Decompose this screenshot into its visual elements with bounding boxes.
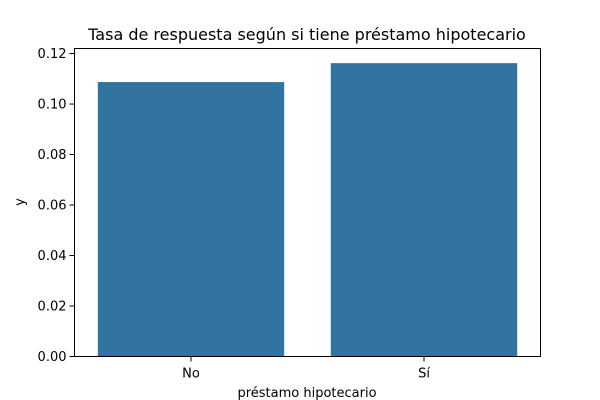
y-tick-label-6: 0.12 xyxy=(38,47,67,62)
y-tick-label-1: 0.02 xyxy=(38,300,67,315)
y-axis: 0.00 0.02 0.04 0.06 0.08 0.10 0.12 xyxy=(38,47,75,365)
x-axis-title: préstamo hipotecario xyxy=(237,386,376,400)
x-tick-label-1: Sí xyxy=(418,367,430,382)
y-tick-label-3: 0.06 xyxy=(38,199,67,214)
y-tick-label-4: 0.08 xyxy=(38,148,67,163)
bar-1 xyxy=(330,63,518,357)
y-tick-label-0: 0.00 xyxy=(38,350,67,365)
x-axis: No Sí xyxy=(182,356,430,382)
chart-title: Tasa de respuesta según si tiene préstam… xyxy=(87,25,526,44)
bars-group xyxy=(97,63,518,357)
y-tick-label-5: 0.10 xyxy=(38,98,67,113)
plot-frame xyxy=(74,48,541,357)
bar-0 xyxy=(97,82,285,357)
y-axis-title: y xyxy=(13,198,28,206)
y-tick-label-2: 0.04 xyxy=(38,249,67,264)
x-tick-label-0: No xyxy=(182,367,200,382)
